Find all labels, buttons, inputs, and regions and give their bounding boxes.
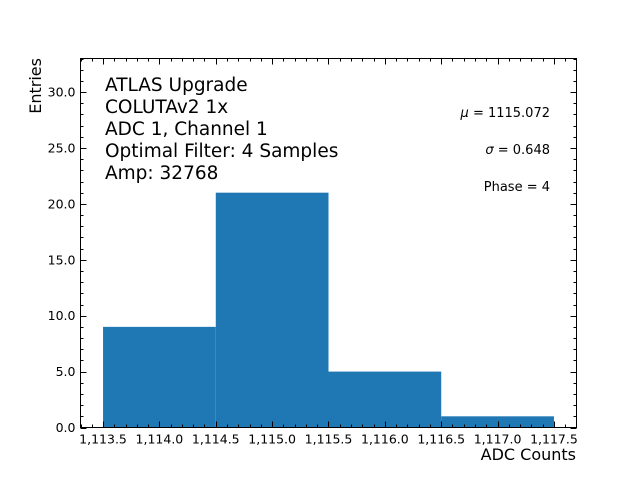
annotation-filter: Optimal Filter: 4 Samples (105, 141, 338, 162)
x-tick-label: 1,116.0 (361, 432, 409, 447)
annotation-mean: μ = 1115.072 (460, 106, 550, 121)
annotation-block-left: ATLAS Upgrade COLUTAv2 1x ADC 1, Channel… (105, 75, 338, 184)
mean-value: = 1115.072 (469, 106, 550, 121)
x-tick-label: 1,117.0 (474, 432, 522, 447)
histogram-bars (103, 192, 554, 428)
sigma-value: = 0.648 (494, 143, 550, 158)
y-tick-label: 5.0 (56, 364, 76, 379)
histogram-bar (103, 326, 216, 428)
x-tick-label: 1,114.0 (136, 432, 184, 447)
histogram-bar (441, 416, 554, 428)
x-tick-label: 1,115.5 (305, 432, 353, 447)
annotation-experiment: ATLAS Upgrade (105, 75, 248, 96)
x-axis-label: ADC Counts (481, 445, 576, 464)
x-tick-label: 1,115.0 (248, 432, 296, 447)
x-tick-label: 1,113.5 (79, 432, 127, 447)
histogram-bar (328, 371, 442, 428)
axes-frame (80, 58, 577, 428)
y-tick-labels: 0.0 5.0 10.0 15.0 20.0 25.0 30.0 (48, 85, 76, 435)
x-tick-label: 1,114.5 (192, 432, 240, 447)
annotation-chip: COLUTAv2 1x (105, 97, 228, 118)
annotation-sigma: σ = 0.648 (485, 143, 550, 158)
annotation-amplitude: Amp: 32768 (105, 163, 218, 184)
y-tick-label: 10.0 (48, 308, 76, 323)
mu-symbol: μ (460, 106, 469, 121)
annotation-block-right: μ = 1115.072 σ = 0.648 Phase = 4 (460, 106, 550, 195)
y-tick-label: 30.0 (48, 85, 76, 100)
major-ticks (80, 58, 577, 429)
x-tick-label: 1,116.5 (417, 432, 465, 447)
annotation-phase: Phase = 4 (484, 180, 550, 195)
x-tick-label: 1,117.5 (530, 432, 578, 447)
y-tick-label: 15.0 (48, 252, 76, 267)
y-tick-label: 0.0 (56, 420, 76, 435)
y-tick-label: 20.0 (48, 196, 76, 211)
annotation-channel: ADC 1, Channel 1 (105, 119, 268, 140)
sigma-symbol: σ (485, 143, 494, 158)
y-axis-label: Entries (26, 58, 45, 114)
histogram-bar (215, 192, 329, 428)
x-tick-labels: 1,113.5 1,114.0 1,114.5 1,115.0 1,115.5 1,116… (79, 432, 578, 447)
y-tick-label: 25.0 (48, 140, 76, 155)
